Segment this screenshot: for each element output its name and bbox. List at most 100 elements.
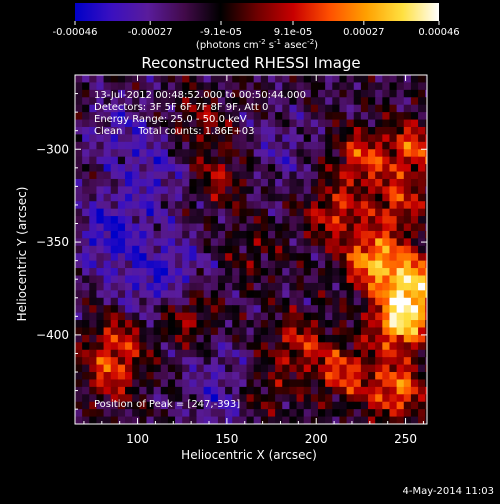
heatmap-cell <box>182 82 190 91</box>
heatmap-cell <box>175 268 183 277</box>
heatmap-cell <box>239 223 248 232</box>
heatmap-cell <box>253 156 262 165</box>
heatmap-cell <box>253 401 262 410</box>
heatmap-cell <box>82 97 90 106</box>
heatmap-cell <box>182 260 190 269</box>
heatmap-cell <box>239 134 248 143</box>
heatmap-cell <box>167 268 176 277</box>
heatmap-cell <box>318 379 326 388</box>
heatmap-cell <box>167 89 176 98</box>
y-tick-label: −300 <box>36 142 69 156</box>
heatmap-cell <box>282 305 291 314</box>
heatmap-cell <box>260 156 269 165</box>
heatmap-cell <box>217 409 226 418</box>
heatmap-cell <box>260 268 269 277</box>
heatmap-cell <box>182 401 190 410</box>
heatmap-cell <box>396 201 405 210</box>
heatmap-cell <box>396 75 405 84</box>
heatmap-cell <box>318 75 326 84</box>
heatmap-cell <box>375 89 383 98</box>
heatmap-cell <box>296 82 305 91</box>
heatmap-cell <box>153 349 162 358</box>
heatmap-cell <box>217 119 226 128</box>
heatmap-cell <box>346 238 355 247</box>
heatmap-cell <box>132 327 140 336</box>
heatmap-cell <box>189 364 198 373</box>
heatmap-cell <box>196 372 205 381</box>
heatmap-cell <box>368 223 376 232</box>
heatmap-cell <box>396 327 405 336</box>
heatmap-cell <box>325 119 333 128</box>
heatmap-cell <box>303 216 312 225</box>
heatmap-cell <box>339 104 348 113</box>
heatmap-cell <box>89 238 98 247</box>
heatmap-cell <box>389 416 398 424</box>
heatmap-cell <box>175 260 183 269</box>
heatmap-cell <box>160 364 169 373</box>
heatmap-cell <box>132 334 140 343</box>
heatmap-cell <box>289 290 298 299</box>
heatmap-cell <box>132 416 140 424</box>
heatmap-cell <box>289 342 298 351</box>
heatmap-cell <box>175 334 183 343</box>
heatmap-cell <box>139 401 148 410</box>
heatmap-cell <box>253 312 262 321</box>
heatmap-cell <box>310 156 319 165</box>
heatmap-cell <box>389 253 398 262</box>
heatmap-cell <box>403 290 412 299</box>
heatmap-cell <box>167 193 176 202</box>
heatmap-cell <box>282 97 291 106</box>
heatmap-cell <box>282 349 291 358</box>
heatmap-cell <box>375 134 383 143</box>
heatmap-cell <box>189 104 198 113</box>
heatmap-cell <box>267 290 276 299</box>
heatmap-cell <box>310 334 319 343</box>
heatmap-cell <box>132 178 140 187</box>
heatmap-cell <box>110 178 119 187</box>
heatmap-cell <box>103 75 112 84</box>
heatmap-cell <box>339 134 348 143</box>
heatmap-cell <box>175 282 183 291</box>
heatmap-cell <box>403 364 412 373</box>
heatmap-cell <box>96 141 105 150</box>
heatmap-cell <box>325 386 333 395</box>
heatmap-cell <box>353 409 362 418</box>
heatmap-cell <box>125 134 133 143</box>
heatmap-cell <box>318 297 326 306</box>
heatmap-cell <box>189 409 198 418</box>
heatmap-cell <box>303 186 312 195</box>
heatmap-cell <box>146 186 155 195</box>
heatmap-cell <box>403 275 412 284</box>
heatmap-cell <box>232 171 240 180</box>
heatmap-cell <box>318 171 326 180</box>
heatmap-cell <box>318 268 326 277</box>
heatmap-cell <box>296 75 305 84</box>
heatmap-cell <box>239 290 248 299</box>
heatmap-cell <box>189 149 198 158</box>
heatmap-cell <box>82 394 90 403</box>
heatmap-cell <box>296 119 305 128</box>
heatmap-cell <box>139 216 148 225</box>
heatmap-cell <box>253 253 262 262</box>
heatmap-cell <box>253 409 262 418</box>
heatmap-cell <box>275 320 283 329</box>
heatmap-cell <box>103 245 112 254</box>
heatmap-cell <box>189 394 198 403</box>
heatmap-cell <box>110 75 119 84</box>
heatmap-cell <box>217 401 226 410</box>
heatmap-cell <box>182 75 190 84</box>
heatmap-cell <box>375 245 383 254</box>
heatmap-cell <box>267 112 276 121</box>
heatmap-cell <box>132 305 140 314</box>
heatmap-cell <box>182 119 190 128</box>
heatmap-cell <box>310 104 319 113</box>
heatmap-cell <box>246 208 255 217</box>
heatmap-cell <box>232 97 240 106</box>
heatmap-cell <box>368 320 376 329</box>
heatmap-cell <box>282 401 291 410</box>
heatmap-cell <box>175 253 183 262</box>
heatmap-cell <box>303 364 312 373</box>
heatmap-cell <box>418 245 426 254</box>
heatmap-cell <box>132 290 140 299</box>
heatmap-cell <box>246 178 255 187</box>
